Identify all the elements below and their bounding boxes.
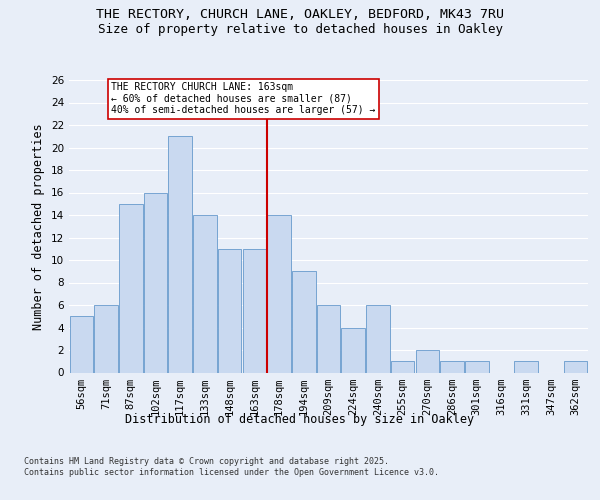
Bar (341, 328, 365, 372)
Bar (514, 361, 538, 372)
Bar (193, 215, 217, 372)
Bar (416, 350, 439, 372)
Text: Contains HM Land Registry data © Crown copyright and database right 2025.
Contai: Contains HM Land Registry data © Crown c… (24, 458, 439, 477)
Bar (391, 361, 415, 372)
Bar (440, 361, 464, 372)
Text: Distribution of detached houses by size in Oakley: Distribution of detached houses by size … (125, 412, 475, 426)
Bar (268, 215, 291, 372)
Bar (292, 271, 316, 372)
Bar (465, 361, 488, 372)
Bar (242, 248, 266, 372)
Bar (218, 248, 241, 372)
Text: THE RECTORY CHURCH LANE: 163sqm
← 60% of detached houses are smaller (87)
40% of: THE RECTORY CHURCH LANE: 163sqm ← 60% of… (111, 82, 376, 116)
Bar (564, 361, 587, 372)
Bar (144, 192, 167, 372)
Bar (366, 305, 389, 372)
Bar (94, 305, 118, 372)
Text: Size of property relative to detached houses in Oakley: Size of property relative to detached ho… (97, 22, 503, 36)
Text: THE RECTORY, CHURCH LANE, OAKLEY, BEDFORD, MK43 7RU: THE RECTORY, CHURCH LANE, OAKLEY, BEDFOR… (96, 8, 504, 20)
Bar (169, 136, 192, 372)
Y-axis label: Number of detached properties: Number of detached properties (32, 123, 46, 330)
Bar (70, 316, 93, 372)
Bar (317, 305, 340, 372)
Bar (119, 204, 143, 372)
